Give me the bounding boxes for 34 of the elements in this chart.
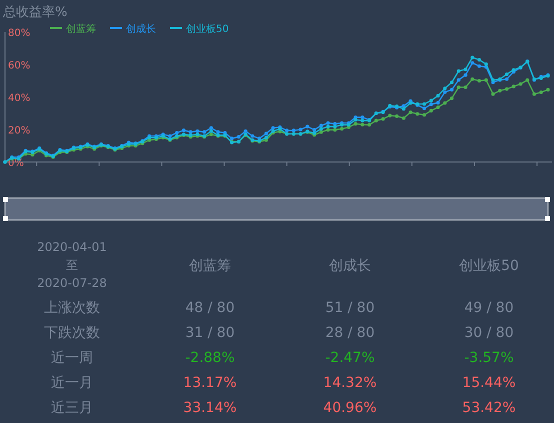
y-tick-label: 60% <box>8 60 30 72</box>
text: 2020-07-28 <box>37 276 107 290</box>
legend-label: 创蓝筹 <box>66 23 96 35</box>
text: 33.14% <box>183 400 237 416</box>
category-label: 近一周 <box>51 350 93 366</box>
category-label: 上涨次数 <box>44 300 100 316</box>
category-label: 近三月 <box>51 400 93 416</box>
y-tick-label: 80% <box>8 28 30 39</box>
text: -2.88% <box>185 350 235 366</box>
category-label: 近一月 <box>51 375 93 391</box>
text: 13.17% <box>183 375 237 391</box>
category-label: 创蓝筹 <box>189 258 231 274</box>
text: 28 / 80 <box>325 325 375 341</box>
chart-title: 总收益率% <box>2 4 68 20</box>
text: 49 / 80 <box>464 300 514 316</box>
text: -2.47% <box>325 350 375 366</box>
text: 48 / 80 <box>185 300 235 316</box>
legend-label: 创成长 <box>126 23 156 35</box>
text: 40.96% <box>323 400 377 416</box>
category-label: 创成长 <box>329 258 371 274</box>
text: 31 / 80 <box>185 325 235 341</box>
y-tick-label: 40% <box>8 93 30 104</box>
text: 53.42% <box>462 400 516 416</box>
legend-label: 创业板50 <box>186 23 229 35</box>
text: -3.57% <box>464 350 514 366</box>
text: 2020-04-01 <box>37 240 107 254</box>
text: 30 / 80 <box>464 325 514 341</box>
category-label: 创业板50 <box>459 258 519 274</box>
text: 14.32% <box>323 375 377 391</box>
category-label: 下跌次数 <box>44 325 100 341</box>
text: 15.44% <box>462 375 516 391</box>
text: 至 <box>66 258 78 272</box>
text: 51 / 80 <box>325 300 375 316</box>
y-tick-label: 20% <box>8 126 30 136</box>
